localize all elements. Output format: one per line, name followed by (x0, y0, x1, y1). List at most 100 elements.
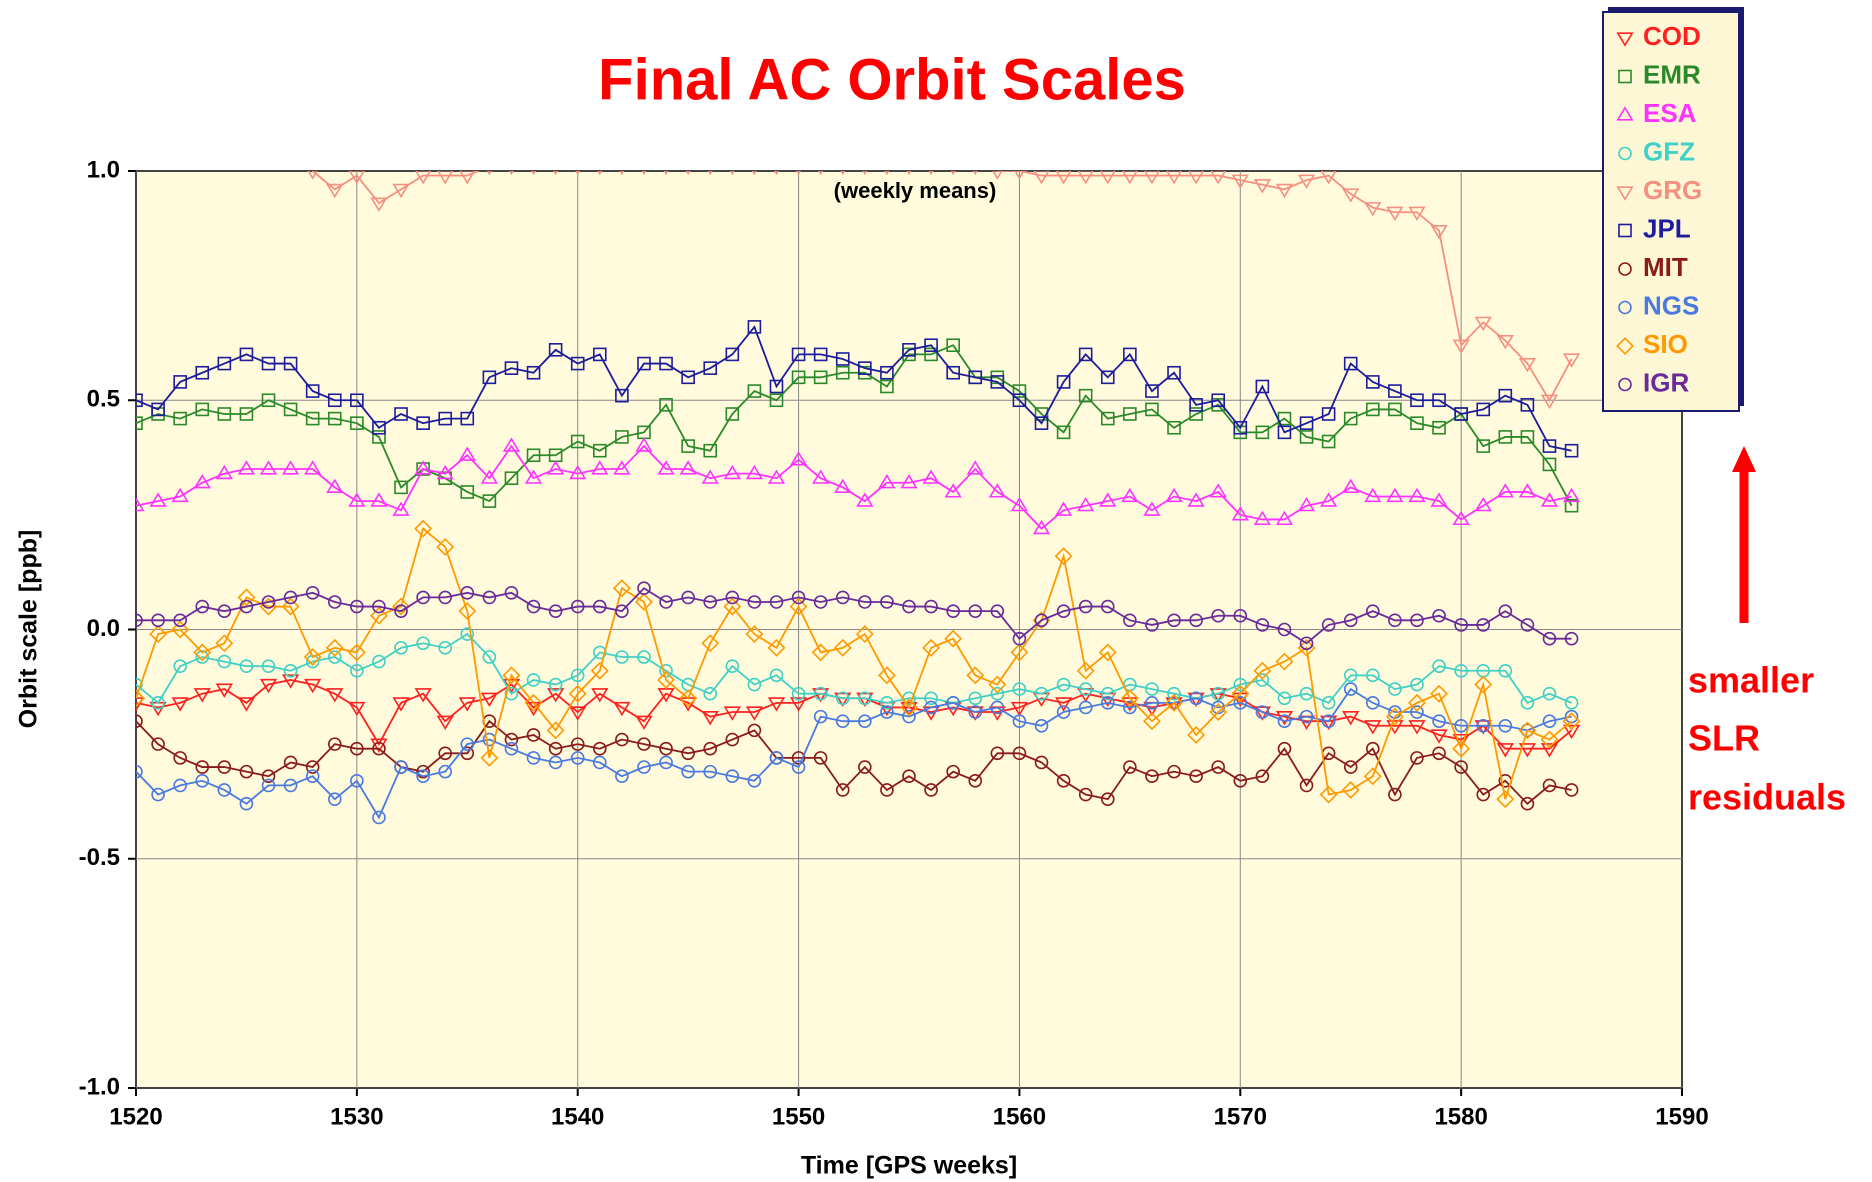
marker (880, 595, 894, 609)
marker (1277, 622, 1292, 637)
marker (438, 411, 453, 426)
marker (681, 764, 695, 779)
marker (392, 183, 410, 199)
marker (1143, 501, 1161, 516)
marker (944, 483, 962, 498)
marker (1321, 696, 1336, 710)
marker (151, 737, 165, 751)
marker (215, 634, 234, 653)
marker (394, 641, 408, 655)
marker (1233, 420, 1248, 435)
legend-label: EMR (1643, 59, 1701, 89)
marker (1145, 696, 1159, 710)
marker (326, 183, 344, 199)
marker (1299, 778, 1314, 793)
marker (1077, 496, 1095, 512)
marker (504, 361, 519, 375)
marker (548, 343, 563, 357)
marker (1540, 492, 1559, 507)
marker (460, 746, 475, 761)
marker (305, 384, 320, 398)
marker (1498, 663, 1513, 678)
marker (835, 783, 850, 797)
marker (239, 659, 254, 673)
marker (1056, 425, 1071, 440)
marker (217, 760, 232, 774)
marker (482, 370, 497, 385)
marker (1343, 613, 1358, 628)
marker (681, 746, 695, 761)
marker (900, 474, 918, 489)
marker (1233, 677, 1248, 692)
marker (1542, 686, 1557, 701)
marker (239, 347, 254, 362)
marker (504, 732, 519, 747)
marker (304, 678, 322, 694)
marker (968, 604, 983, 618)
marker (1167, 696, 1181, 710)
marker (1343, 760, 1358, 774)
marker (1189, 613, 1203, 628)
marker (1231, 174, 1249, 189)
marker (1255, 425, 1270, 440)
marker (1121, 171, 1138, 185)
marker (261, 148, 275, 160)
marker (1121, 487, 1139, 503)
marker (1520, 696, 1535, 710)
marker (193, 643, 212, 662)
marker (615, 388, 629, 403)
marker (701, 634, 720, 653)
marker (416, 590, 430, 605)
legend-label: NGS (1643, 290, 1699, 320)
marker (835, 714, 850, 729)
x-tick-label: 1530 (330, 1103, 383, 1130)
marker (217, 407, 232, 421)
x-tick-label: 1580 (1434, 1103, 1487, 1130)
marker (1452, 339, 1470, 354)
marker (1253, 510, 1271, 526)
marker (136, 689, 145, 708)
marker (1540, 394, 1559, 410)
marker (591, 688, 609, 703)
marker (1231, 684, 1250, 703)
marker (747, 384, 762, 398)
marker (968, 691, 983, 706)
marker (458, 602, 477, 621)
marker (635, 437, 653, 452)
marker (1167, 686, 1181, 701)
marker (195, 402, 210, 417)
marker (1410, 416, 1424, 430)
marker (570, 751, 585, 765)
marker (988, 483, 1006, 498)
marker (283, 152, 297, 164)
marker (1211, 760, 1225, 774)
marker (966, 666, 985, 685)
marker (1056, 677, 1071, 692)
marker (944, 629, 963, 648)
marker (968, 370, 983, 385)
marker (1474, 675, 1493, 694)
marker (1388, 613, 1402, 628)
marker (1454, 760, 1468, 774)
marker (173, 411, 187, 426)
marker (615, 769, 629, 784)
marker (592, 443, 607, 458)
marker (703, 361, 718, 375)
marker (327, 393, 342, 408)
marker (215, 683, 233, 698)
marker (261, 356, 276, 371)
marker (1210, 171, 1227, 185)
marker (283, 778, 298, 793)
marker (438, 746, 453, 761)
marker (592, 755, 607, 770)
marker (1054, 547, 1073, 566)
marker (570, 668, 585, 683)
marker (1321, 407, 1336, 421)
marker (637, 581, 651, 596)
marker (548, 677, 563, 692)
marker (1188, 171, 1205, 185)
marker (482, 732, 497, 747)
marker (723, 464, 741, 480)
marker (151, 787, 165, 802)
legend-marker (1618, 146, 1632, 161)
